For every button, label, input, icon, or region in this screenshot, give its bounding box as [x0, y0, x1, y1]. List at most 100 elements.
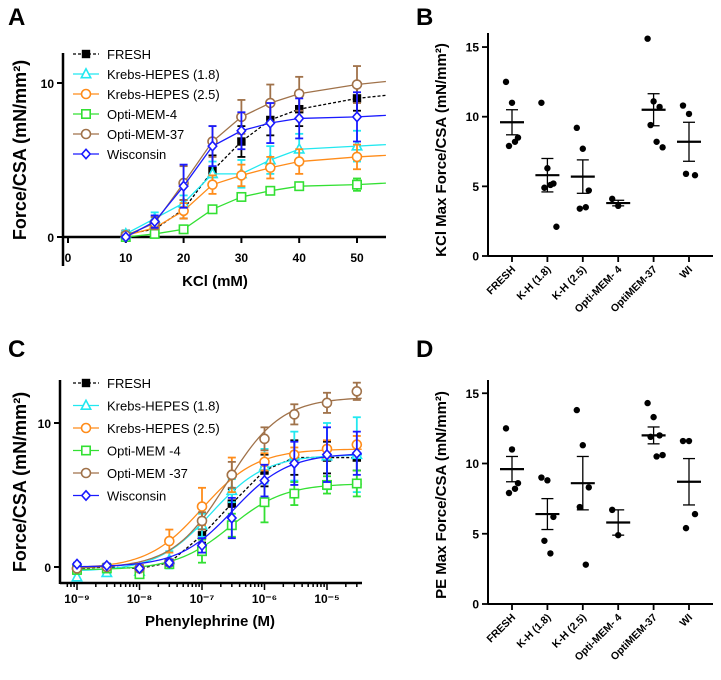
data-point [538, 474, 545, 481]
category-group [677, 437, 701, 532]
legend-label: Opti-MEM-37 [107, 127, 184, 142]
data-point [236, 191, 247, 202]
data-point [582, 204, 589, 211]
legend-marker [81, 378, 91, 388]
y-tick-label: 10 [466, 457, 480, 471]
category-group [500, 78, 524, 150]
data-point [505, 489, 513, 497]
data-point [164, 535, 175, 547]
legend-label: Opti-MEM -4 [107, 444, 181, 459]
data-point [650, 413, 657, 421]
data-point [547, 181, 554, 189]
data-point [659, 144, 666, 151]
legend-marker [81, 49, 91, 59]
panel-d-y-axis-title: PE Max Force/CSA (mN/mm²) [433, 391, 450, 599]
x-tick-label: 10⁻⁵ [314, 592, 339, 606]
legend-label: FRESH [107, 376, 151, 391]
data-point [164, 556, 175, 569]
legend-label: Krebs-HEPES (1.8) [107, 399, 220, 414]
legend-marker [81, 109, 92, 120]
category-group [570, 406, 595, 568]
data-point [351, 151, 363, 163]
data-point [196, 501, 208, 512]
data-point [579, 145, 586, 152]
data-point [656, 103, 663, 111]
data-point [502, 425, 510, 432]
data-point [351, 79, 363, 90]
y-tick-label: 10 [38, 417, 52, 431]
x-tick-label: 50 [350, 251, 364, 265]
y-tick-label: 5 [472, 527, 479, 541]
data-point [685, 437, 693, 445]
data-point [264, 162, 276, 173]
data-point [653, 453, 660, 460]
data-point [508, 99, 516, 106]
data-point [511, 138, 519, 145]
data-point [149, 215, 160, 228]
legend-marker [80, 88, 92, 100]
data-point [293, 112, 305, 125]
data-point [609, 195, 616, 203]
y-tick-label: 0 [44, 561, 51, 575]
legend-label: Opti-MEM -37 [107, 466, 188, 481]
data-point [196, 515, 208, 527]
legend-label: FRESH [107, 47, 151, 62]
data-point [691, 510, 699, 518]
category-group [535, 474, 560, 557]
category-label: FRESH [484, 612, 518, 646]
panel-c-y-axis-title: Force/CSA (mN/mm²) [10, 392, 30, 572]
series-line [76, 448, 362, 568]
category-group [641, 35, 666, 151]
panel-c-phenylephrine-curves: 0 10 10⁻⁹ 10⁻⁸ 10⁻⁷ 10⁻⁶ 10⁻⁵ FRESH Krebs-HEPES … [38, 376, 363, 606]
data-point [547, 550, 554, 557]
data-point [538, 99, 545, 106]
data-point [505, 142, 513, 150]
x-tick-label: 30 [235, 251, 249, 265]
data-point [259, 433, 270, 445]
data-point [511, 485, 519, 492]
data-point [236, 170, 247, 181]
series-wisc [120, 91, 386, 243]
data-point [653, 138, 660, 145]
y-tick-label: 0 [472, 250, 479, 264]
panel-a-y-axis-title: Force/CSA (mN/mm²) [10, 60, 30, 240]
data-point [682, 170, 690, 178]
data-point [259, 474, 270, 487]
data-point [550, 513, 557, 521]
data-point [207, 204, 218, 215]
data-point [226, 512, 238, 524]
category-label: WI [678, 264, 696, 282]
x-tick-label: 10⁻⁸ [127, 592, 152, 606]
legend-label: Krebs-HEPES (2.5) [107, 87, 220, 102]
data-point [351, 179, 362, 190]
y-tick-label: 10 [41, 77, 55, 91]
data-point [679, 102, 687, 109]
category-label: K-H (1.8) [515, 612, 554, 651]
data-point [265, 185, 276, 196]
category-label: FRESH [484, 264, 518, 298]
legend-marker [80, 128, 92, 140]
data-point [502, 78, 510, 86]
data-point [71, 558, 83, 571]
data-point [101, 559, 113, 572]
data-point [293, 156, 305, 167]
data-point [585, 484, 592, 491]
data-point [259, 497, 270, 508]
data-point [351, 478, 362, 489]
data-point [573, 124, 580, 132]
panel-label-b: B [416, 4, 433, 31]
data-point [685, 110, 693, 118]
category-group [606, 195, 631, 210]
legend-label: Krebs-HEPES (1.8) [107, 67, 220, 82]
data-point [120, 231, 132, 243]
category-group [677, 102, 701, 179]
series-wisc [71, 426, 363, 575]
category-group [641, 399, 666, 460]
y-tick-label: 10 [466, 110, 480, 124]
data-point [294, 181, 305, 192]
x-tick-label: 20 [177, 251, 191, 265]
series-line [76, 483, 362, 571]
data-point [544, 477, 551, 484]
